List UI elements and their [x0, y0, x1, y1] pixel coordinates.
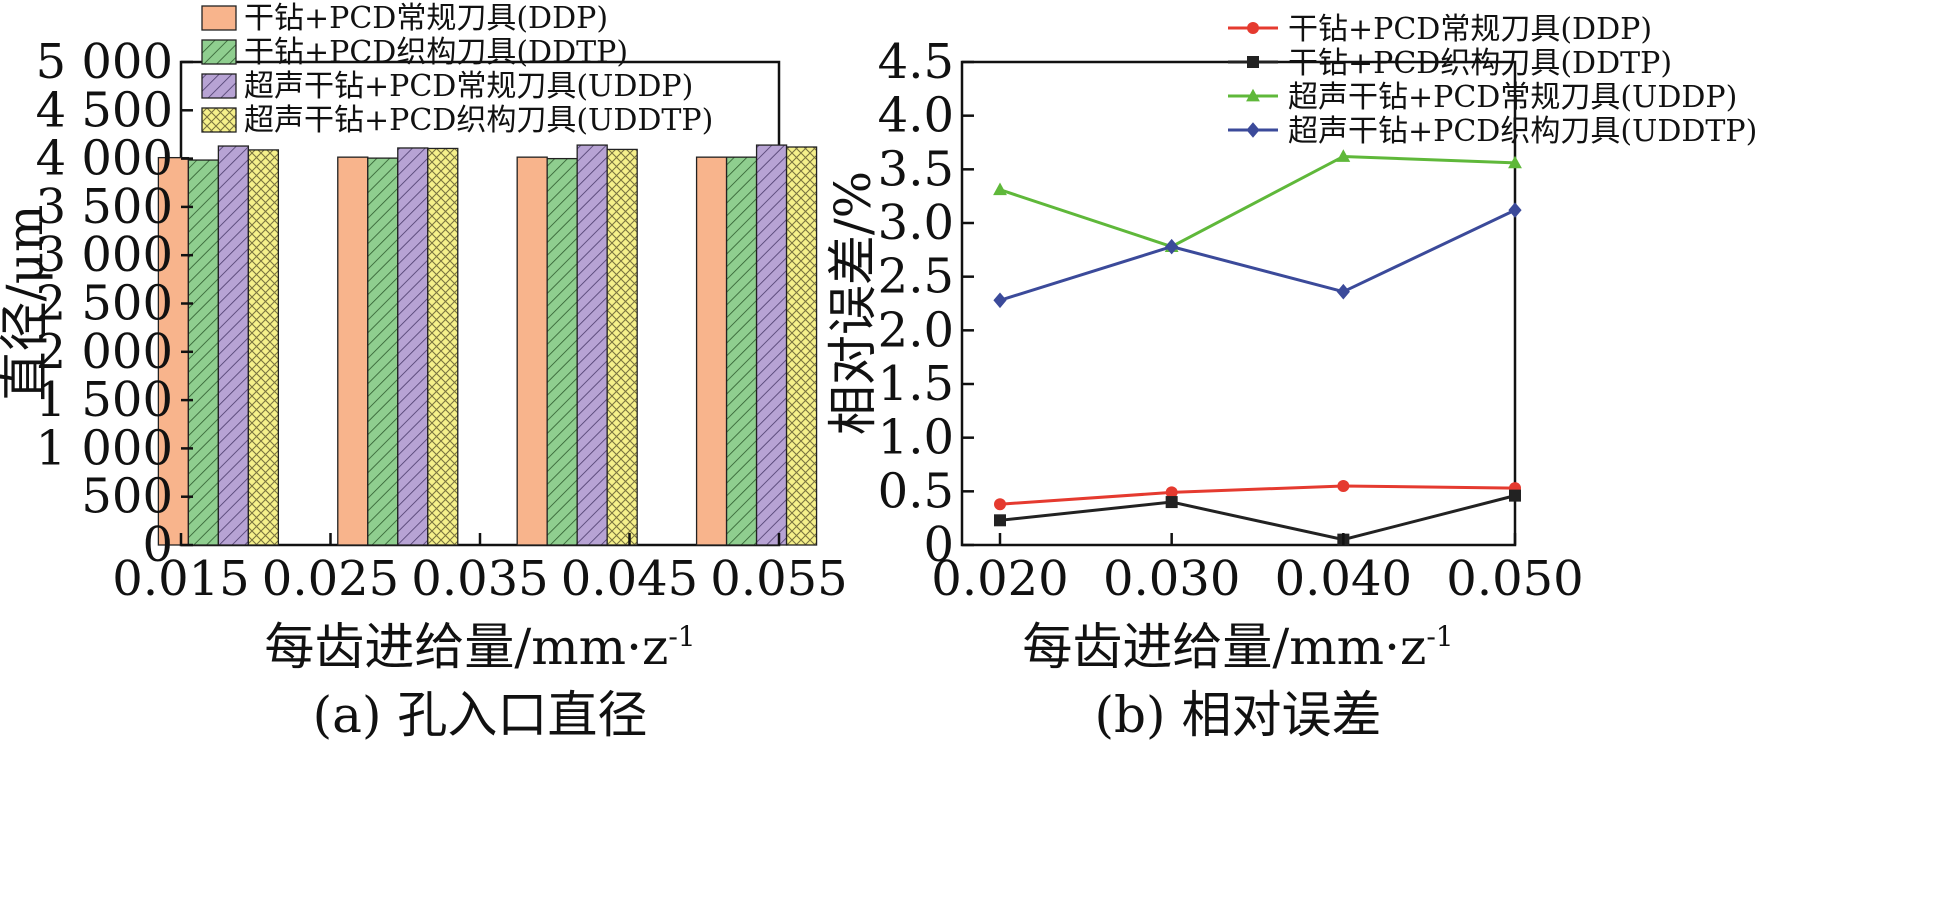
bar-group — [157, 144, 818, 546]
x-axis-title-sup: -1 — [1426, 620, 1453, 653]
y-tick-label: 3.5 — [878, 141, 954, 197]
y-tick-label: 1.5 — [878, 356, 954, 412]
y-tick-label: 0 — [142, 517, 173, 573]
bar — [187, 159, 220, 546]
y-tick-label: 2 500 — [36, 276, 173, 332]
y-axis-ticks: 00.51.01.52.02.53.03.54.04.5 — [878, 34, 974, 573]
panel-caption: (a) 孔入口直径 — [313, 686, 648, 744]
data-point-marker — [993, 182, 1007, 196]
x-axis-title-main: 每齿进给量/mm·z — [1022, 618, 1426, 676]
series-group — [993, 149, 1522, 546]
bar — [217, 145, 250, 546]
y-tick-label: 4.5 — [878, 34, 954, 90]
y-tick-label: 1.0 — [878, 410, 954, 466]
data-point-marker — [994, 498, 1006, 511]
legend-label: 干钻+PCD织构刀具(DDTP) — [244, 35, 628, 70]
bar — [337, 156, 369, 546]
data-point-marker — [1336, 149, 1351, 162]
x-tick-label: 0.050 — [1446, 551, 1583, 607]
bar — [427, 147, 459, 546]
data-point-marker — [1508, 155, 1522, 169]
series-line — [999, 494, 1516, 542]
panel-caption: (b) 相对误差 — [1095, 686, 1382, 744]
data-point-marker — [1509, 489, 1521, 502]
x-tick-label: 0.015 — [112, 551, 249, 607]
y-tick-label: 0.5 — [878, 463, 954, 519]
bar — [725, 156, 758, 546]
y-tick-label: 3 500 — [36, 179, 173, 235]
data-point-marker — [1246, 88, 1260, 102]
y-tick-label: 2.0 — [878, 302, 954, 358]
y-tick-label: 1 500 — [36, 372, 173, 428]
bar — [247, 149, 280, 546]
y-tick-label: 4 500 — [36, 82, 173, 138]
y-tick-label: 4.0 — [878, 88, 954, 144]
legend-label: 超声干钻+PCD常规刀具(UDDP) — [1288, 80, 1737, 115]
bar — [606, 148, 638, 546]
data-point-marker — [1246, 122, 1260, 138]
legend-label: 干钻+PCD常规刀具(DDP) — [1288, 12, 1652, 47]
x-tick-label: 0.025 — [262, 551, 399, 607]
bar — [755, 144, 788, 546]
legend-swatch — [201, 73, 237, 99]
x-axis-ticks: 0.015 0.025 0.035 0.045 0.055 — [112, 533, 848, 607]
y-tick-label: 3.0 — [878, 195, 954, 251]
data-point-marker — [993, 292, 1007, 309]
data-point-marker — [1165, 486, 1178, 499]
y-tick-label: 1 000 — [36, 420, 173, 476]
y-axis-title: 直径/μm — [0, 205, 54, 402]
legend: 干钻+PCD常规刀具(DDP)干钻+PCD织构刀具(DDTP)超声干钻+PCD常… — [201, 1, 713, 138]
bar — [546, 157, 578, 546]
x-axis-title: 每齿进给量/mm·z-1 — [1022, 618, 1453, 676]
bar — [397, 147, 429, 546]
y-tick-label: 3 000 — [36, 227, 173, 283]
x-tick-label: 0.045 — [561, 551, 698, 607]
y-tick-label: 5 000 — [36, 34, 173, 90]
x-axis-title-main: 每齿进给量/mm·z — [264, 618, 668, 676]
data-point-marker — [1337, 479, 1350, 492]
x-axis-title: 每齿进给量/mm·z-1 — [264, 618, 695, 676]
legend: 干钻+PCD常规刀具(DDP)干钻+PCD织构刀具(DDTP)超声干钻+PCD常… — [1228, 12, 1757, 149]
line-chart-panel: 00.51.01.52.02.53.03.54.04.5 0.020 0.030 0… — [824, 12, 1757, 744]
bar — [367, 157, 399, 546]
data-point-marker — [994, 514, 1006, 527]
y-tick-label: 2 000 — [36, 324, 173, 380]
legend-label: 干钻+PCD常规刀具(DDP) — [244, 1, 608, 36]
y-tick-label: 4 000 — [36, 131, 173, 187]
data-point-marker — [1336, 283, 1350, 300]
legend-label: 超声干钻+PCD常规刀具(UDDP) — [244, 69, 693, 104]
legend-label: 超声干钻+PCD织构刀具(UDDTP) — [1288, 114, 1757, 149]
y-axis-title: 相对误差/% — [824, 171, 882, 435]
x-axis-title-sup: -1 — [668, 620, 695, 653]
data-point-marker — [1247, 56, 1259, 68]
data-point-marker — [1508, 202, 1522, 218]
bar — [785, 146, 818, 546]
series-line — [999, 154, 1516, 249]
x-tick-label: 0.040 — [1275, 551, 1412, 607]
x-tick-label: 0.035 — [411, 551, 548, 607]
x-tick-label: 0.020 — [931, 551, 1068, 607]
legend-swatch — [201, 107, 237, 133]
legend-swatch — [201, 39, 237, 65]
legend-label: 超声干钻+PCD织构刀具(UDDTP) — [244, 103, 713, 138]
data-point-marker — [1165, 238, 1179, 255]
legend-swatch — [201, 5, 237, 31]
bar — [516, 156, 548, 546]
data-point-marker — [1247, 22, 1259, 34]
legend-label: 干钻+PCD织构刀具(DDTP) — [1288, 46, 1672, 81]
x-tick-label: 0.055 — [710, 551, 847, 607]
x-tick-label: 0.030 — [1103, 551, 1240, 607]
y-tick-label: 2.5 — [878, 249, 954, 305]
bar — [576, 144, 608, 546]
x-axis-ticks: 0.020 0.030 0.040 0.050 — [931, 533, 1584, 607]
y-tick-label: 0 — [923, 517, 954, 573]
data-point-marker — [1165, 496, 1178, 509]
y-tick-label: 500 — [81, 469, 173, 525]
series-line — [999, 484, 1516, 506]
series-line — [999, 208, 1516, 302]
bar — [695, 156, 728, 546]
